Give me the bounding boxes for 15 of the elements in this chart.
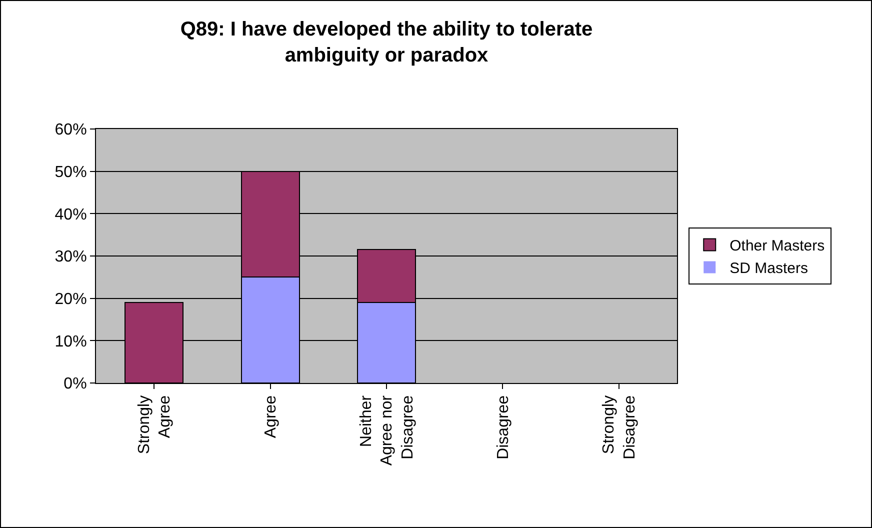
x-tick-label: Agree: [262, 395, 280, 438]
y-tick-label: 0%: [64, 376, 87, 393]
x-tick-label: Strongly Disagree: [600, 395, 638, 460]
legend-label: SD Masters: [730, 260, 808, 278]
y-tick-label: 30%: [54, 248, 87, 266]
legend-label: Other Masters: [730, 238, 825, 255]
x-tick-label: Neither Agree nor Disagree: [358, 394, 416, 466]
x-tick-label: Disagree: [494, 395, 512, 460]
x-tick-label: Strongly Agree: [136, 395, 174, 454]
y-tick-label: 10%: [54, 333, 87, 350]
y-tick-label: 50%: [54, 164, 87, 181]
y-tick-label: 40%: [54, 206, 87, 224]
y-tick-label: 60%: [54, 122, 87, 139]
y-tick-label: 20%: [54, 290, 87, 308]
chart-title: Q89: I have developed the ability to tolerate ambiguity or paradox: [180, 18, 593, 66]
